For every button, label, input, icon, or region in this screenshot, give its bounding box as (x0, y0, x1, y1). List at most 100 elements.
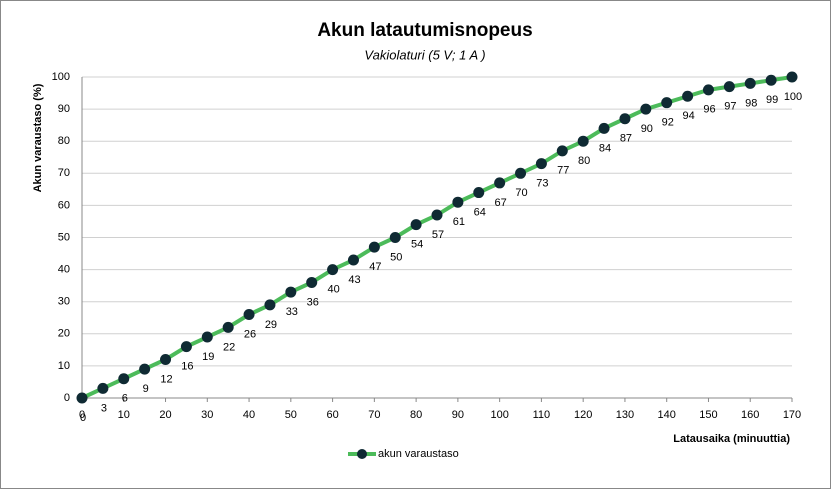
y-tick-label: 80 (58, 135, 70, 147)
data-point (118, 373, 130, 385)
data-label: 90 (641, 123, 653, 135)
legend-marker (357, 449, 367, 459)
data-point (306, 276, 318, 288)
y-tick-label: 50 (58, 231, 70, 243)
data-point (368, 241, 380, 253)
x-tick-label: 40 (243, 409, 255, 421)
data-label: 22 (223, 341, 235, 353)
data-point (410, 219, 422, 231)
data-label: 47 (369, 261, 381, 273)
data-label: 98 (745, 97, 757, 109)
data-label: 36 (307, 296, 319, 308)
data-point (786, 71, 798, 83)
x-tick-label: 120 (574, 409, 592, 421)
y-tick-label: 100 (52, 71, 70, 83)
legend-label: akun varaustaso (378, 448, 459, 460)
data-point (744, 77, 756, 89)
data-point (222, 321, 234, 333)
x-tick-label: 100 (490, 409, 508, 421)
data-label: 9 (143, 383, 149, 395)
data-point (264, 299, 276, 311)
data-point (327, 264, 339, 276)
data-label: 84 (599, 142, 611, 154)
data-label: 77 (557, 165, 569, 177)
data-point (201, 331, 213, 343)
data-label: 99 (766, 94, 778, 106)
x-tick-label: 160 (741, 409, 759, 421)
data-point (640, 103, 652, 115)
data-point (598, 122, 610, 134)
x-tick-label: 10 (118, 409, 130, 421)
data-point (556, 145, 568, 157)
chart-subtitle: Vakiolaturi (5 V; 1 A ) (364, 47, 485, 62)
data-point (723, 81, 735, 93)
data-point (702, 84, 714, 96)
data-point (515, 167, 527, 179)
data-point (765, 74, 777, 86)
x-tick-label: 130 (616, 409, 634, 421)
x-tick-label: 20 (159, 409, 171, 421)
data-point (347, 254, 359, 266)
data-point (682, 90, 694, 102)
x-tick-label: 80 (410, 409, 422, 421)
x-tick-label: 90 (452, 409, 464, 421)
data-point (661, 97, 673, 109)
data-label: 29 (265, 319, 277, 331)
data-label: 54 (411, 239, 423, 251)
data-point (243, 309, 255, 321)
y-tick-label: 90 (58, 103, 70, 115)
y-tick-label: 20 (58, 328, 70, 340)
data-point (577, 135, 589, 147)
data-label: 33 (286, 306, 298, 318)
y-tick-label: 10 (58, 360, 70, 372)
data-label: 67 (495, 197, 507, 209)
data-label: 6 (122, 393, 128, 405)
data-label: 87 (620, 133, 632, 145)
x-tick-label: 140 (658, 409, 676, 421)
x-tick-label: 110 (533, 409, 551, 421)
y-tick-label: 30 (58, 296, 70, 308)
y-tick-label: 40 (58, 264, 70, 276)
data-label: 73 (536, 178, 548, 190)
data-point (389, 232, 401, 243)
data-label: 43 (348, 274, 360, 286)
data-label: 12 (160, 373, 172, 385)
y-tick-label: 0 (64, 392, 70, 404)
y-tick-label: 60 (58, 199, 70, 211)
x-tick-label: 50 (285, 409, 297, 421)
data-label: 64 (474, 206, 486, 218)
data-label: 0 (80, 412, 86, 424)
data-label: 70 (515, 187, 527, 199)
x-tick-label: 30 (201, 409, 213, 421)
data-point (76, 392, 88, 404)
x-axis-label: Latausaika (minuuttia) (673, 433, 790, 445)
x-tick-label: 70 (368, 409, 380, 421)
data-point (452, 196, 464, 208)
x-tick-label: 150 (699, 409, 717, 421)
data-point (473, 187, 485, 199)
data-label: 96 (703, 104, 715, 116)
y-tick-label: 70 (58, 167, 70, 179)
data-label: 26 (244, 328, 256, 340)
data-label: 92 (662, 117, 674, 129)
y-axis-label: Akun varaustaso (%) (32, 83, 44, 192)
data-label: 50 (390, 251, 402, 263)
data-point (97, 382, 109, 394)
data-point (431, 209, 443, 221)
data-point (160, 353, 172, 365)
data-point (139, 363, 151, 375)
chart-title: Akun latautumisnopeus (317, 20, 532, 41)
data-point (180, 341, 192, 353)
data-point (494, 177, 506, 189)
data-label: 19 (202, 351, 214, 363)
data-label: 16 (181, 361, 193, 373)
data-label: 40 (327, 284, 339, 296)
data-point (535, 158, 547, 170)
x-tick-label: 0 (79, 409, 85, 421)
data-label: 57 (432, 229, 444, 241)
x-tick-label: 60 (326, 409, 338, 421)
data-label: 3 (101, 402, 107, 414)
x-tick-label: 170 (783, 409, 801, 421)
